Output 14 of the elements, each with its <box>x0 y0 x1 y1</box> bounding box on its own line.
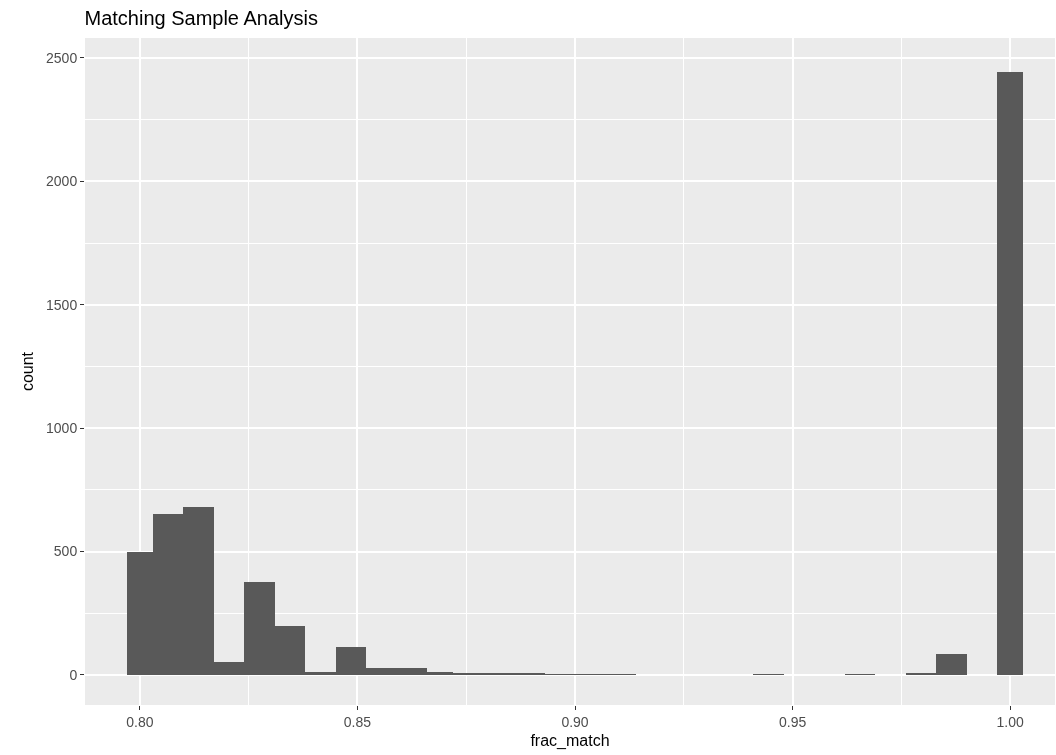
x-tick-label: 0.85 <box>343 713 372 730</box>
y-tick-label: 0 <box>69 666 78 683</box>
x-tick-label: 0.90 <box>561 713 589 730</box>
chart-title: Matching Sample Analysis <box>84 7 318 30</box>
x-tick-label: 0.95 <box>778 713 807 730</box>
x-tick-label: 0.80 <box>126 713 154 730</box>
y-tick-label: 1500 <box>46 296 78 313</box>
y-tick-label: 2000 <box>46 173 78 190</box>
y-tick-label: 500 <box>53 543 78 560</box>
x-tick-label: 1.00 <box>996 713 1025 730</box>
y-tick-label: 1000 <box>46 420 78 437</box>
y-tick-label: 2500 <box>46 49 78 66</box>
x-axis-title: frac_match <box>530 732 610 751</box>
y-axis-title: count <box>18 351 36 392</box>
